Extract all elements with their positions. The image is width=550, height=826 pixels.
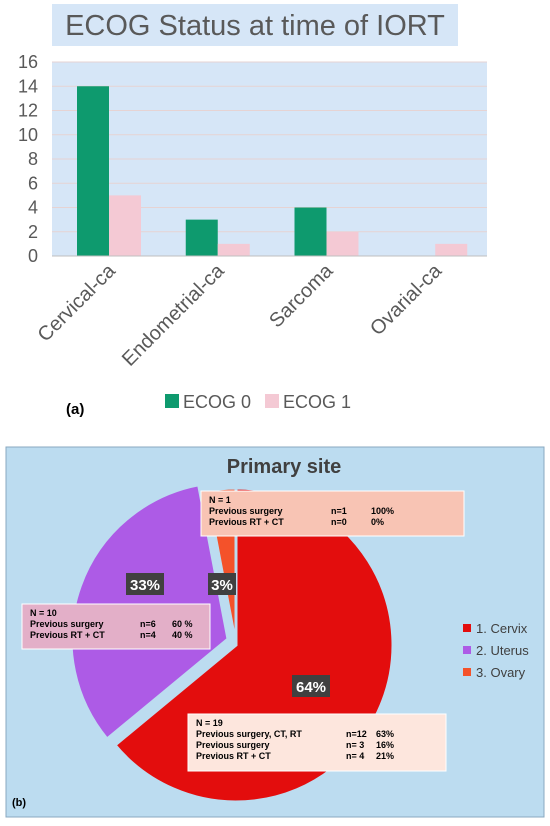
pie-slice-labels: 64% 33% 3%	[126, 573, 330, 697]
y-tick-label: 14	[18, 76, 38, 96]
bar	[77, 86, 109, 256]
pie-legend-swatch	[463, 624, 471, 632]
annotation-text: 0%	[371, 517, 384, 527]
annotation-text: Previous RT + CT	[30, 630, 105, 640]
annotation-text: Previous RT + CT	[196, 751, 271, 761]
annotation-text: Previous surgery	[209, 506, 283, 516]
y-tick-label: 4	[28, 198, 38, 218]
annotation-text: Previous surgery	[30, 619, 104, 629]
y-tick-label: 0	[28, 246, 38, 266]
pie-chart-title: Primary site	[227, 456, 342, 478]
legend-swatch-ecog0	[165, 394, 179, 408]
chart-title-background	[52, 4, 458, 46]
panel-a-label: (a)	[66, 401, 84, 418]
pie-legend-swatch	[463, 668, 471, 676]
annotation-text: N = 10	[30, 608, 57, 618]
pie-label-background	[292, 675, 330, 697]
pie-slice-label: 33%	[130, 577, 160, 594]
y-tick-label: 8	[28, 149, 38, 169]
y-axis-ticks: 0 2 4 6 8 10 12 14 16	[18, 52, 38, 266]
pie-legend-swatch	[463, 646, 471, 654]
annotation-text: 63%	[376, 729, 394, 739]
pie-legend-label: 3. Ovary	[476, 665, 526, 680]
y-tick-label: 2	[28, 222, 38, 242]
annotation-text: 16%	[376, 740, 394, 750]
pie-legend-label: 1. Cervix	[476, 621, 528, 636]
legend-label-ecog0: ECOG 0	[183, 392, 251, 412]
annotation-text: n=0	[331, 517, 347, 527]
annotation-text: n=12	[346, 729, 367, 739]
panel-b-label: (b)	[12, 797, 26, 809]
bar	[326, 231, 359, 256]
annotation-box	[21, 603, 211, 650]
bars	[77, 86, 468, 256]
pie-label-background	[126, 573, 164, 595]
legend-swatch-ecog1	[265, 394, 279, 408]
annotation-text: n=1	[331, 506, 347, 516]
bar	[217, 243, 250, 256]
annotation-text: n= 3	[346, 740, 364, 750]
y-tick-label: 6	[28, 173, 38, 193]
annotation-text: Previous surgery, CT, RT	[196, 729, 302, 739]
annotation-text: 21%	[376, 751, 394, 761]
annotation-text: N = 19	[196, 718, 223, 728]
annotation-box	[200, 490, 465, 537]
y-tick-label: 16	[18, 52, 38, 72]
bar	[435, 243, 468, 256]
annotation-text: Previous RT + CT	[209, 517, 284, 527]
pie-slice-label: 3%	[211, 577, 233, 594]
annotation-text: Previous surgery	[196, 740, 270, 750]
pie-slice-label: 64%	[296, 679, 326, 696]
y-tick-label: 12	[18, 101, 38, 121]
annotation-text: n= 4	[346, 751, 364, 761]
ecog-bar-chart: ECOG Status at time of IORT 0 2 4 6 8 10 12 14 1…	[18, 4, 487, 418]
pie-legend: 1. Cervix 2. Uterus 3. Ovary	[463, 621, 529, 680]
y-tick-label: 10	[18, 125, 38, 145]
annotation-text: 100%	[371, 506, 394, 516]
bar	[294, 207, 327, 256]
pie-legend-label: 2. Uterus	[476, 643, 529, 658]
legend-label-ecog1: ECOG 1	[283, 392, 351, 412]
bar	[109, 195, 141, 256]
annotation-text: N = 1	[209, 495, 231, 505]
bar	[185, 219, 218, 256]
annotation-box	[187, 713, 447, 772]
annotation-text: n=6	[140, 619, 156, 629]
annotation-text: 40 %	[172, 630, 193, 640]
chart-title: ECOG Status at time of IORT	[65, 10, 445, 42]
pie-label-background	[208, 573, 236, 595]
annotation-text: 60 %	[172, 619, 193, 629]
annotation-text: n=4	[140, 630, 156, 640]
legend: ECOG 0 ECOG 1	[165, 392, 351, 412]
